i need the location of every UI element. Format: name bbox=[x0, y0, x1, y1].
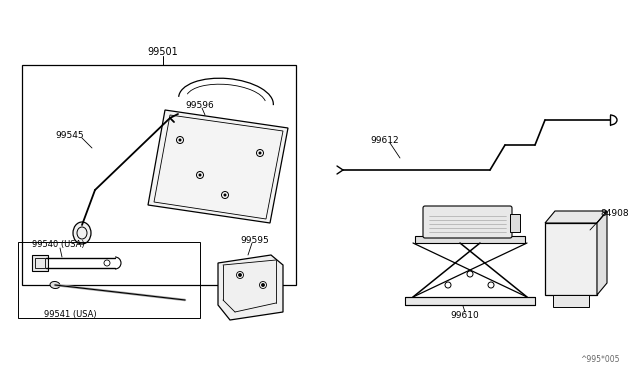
Bar bbox=[18, 242, 200, 318]
Text: 99612: 99612 bbox=[370, 135, 399, 144]
Text: 99595: 99595 bbox=[241, 235, 269, 244]
Bar bbox=[22, 65, 296, 285]
Bar bbox=[405, 297, 535, 305]
Bar bbox=[35, 258, 45, 268]
Ellipse shape bbox=[50, 282, 60, 289]
Text: 99501: 99501 bbox=[148, 47, 179, 57]
Text: 99541 (USA): 99541 (USA) bbox=[44, 311, 96, 320]
FancyBboxPatch shape bbox=[423, 206, 512, 238]
Text: 84908: 84908 bbox=[600, 208, 628, 218]
Text: ^995*005: ^995*005 bbox=[580, 355, 620, 364]
Bar bbox=[415, 236, 525, 243]
Bar bbox=[510, 214, 520, 232]
Ellipse shape bbox=[73, 222, 91, 244]
Polygon shape bbox=[218, 255, 283, 320]
Polygon shape bbox=[148, 110, 288, 223]
Text: 99596: 99596 bbox=[185, 100, 214, 109]
Text: 99545: 99545 bbox=[55, 131, 84, 140]
Circle shape bbox=[239, 274, 241, 276]
Circle shape bbox=[179, 138, 182, 141]
Circle shape bbox=[259, 151, 262, 154]
Bar bbox=[32, 255, 48, 271]
Bar bbox=[545, 223, 597, 295]
Polygon shape bbox=[545, 211, 607, 223]
Circle shape bbox=[262, 284, 264, 286]
Text: 99540 (USA): 99540 (USA) bbox=[32, 241, 84, 250]
Polygon shape bbox=[597, 211, 607, 295]
Polygon shape bbox=[553, 295, 589, 307]
Circle shape bbox=[198, 173, 202, 176]
Text: 99610: 99610 bbox=[451, 311, 479, 320]
Circle shape bbox=[223, 193, 227, 196]
